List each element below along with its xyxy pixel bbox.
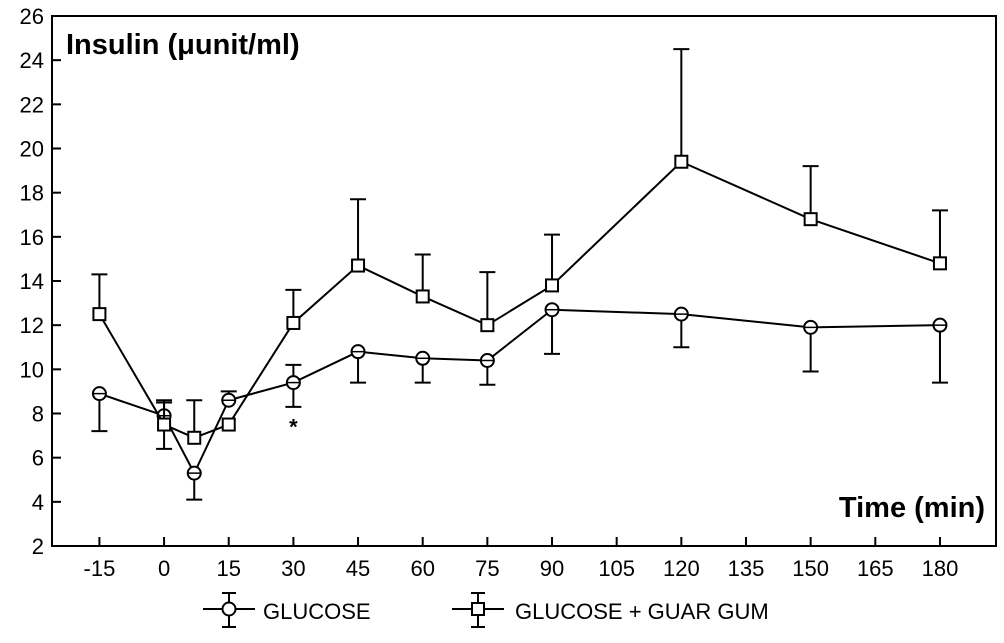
data-point bbox=[415, 289, 430, 304]
data-point bbox=[221, 417, 236, 432]
legend-marker bbox=[221, 601, 237, 617]
x-tick-label: 15 bbox=[216, 556, 240, 581]
y-tick-label: 18 bbox=[20, 181, 44, 206]
significance-asterisk: * bbox=[289, 414, 298, 439]
x-tick-label: 105 bbox=[598, 556, 635, 581]
y-tick-label: 2 bbox=[32, 534, 44, 559]
x-axis-title: Time (min) bbox=[839, 492, 985, 524]
x-tick-label: 165 bbox=[857, 556, 894, 581]
y-tick-label: 12 bbox=[20, 313, 44, 338]
x-tick-label: 60 bbox=[410, 556, 434, 581]
data-point bbox=[545, 278, 560, 293]
y-tick-label: 24 bbox=[20, 48, 44, 73]
y-tick-label: 16 bbox=[20, 225, 44, 250]
x-tick-label: 135 bbox=[728, 556, 765, 581]
data-point bbox=[674, 154, 689, 169]
x-tick-label: 75 bbox=[475, 556, 499, 581]
x-tick-label: 150 bbox=[792, 556, 829, 581]
x-tick-label: 0 bbox=[158, 556, 170, 581]
data-point bbox=[286, 315, 301, 330]
y-axis-title: Insulin (μunit/ml) bbox=[66, 29, 300, 61]
data-point bbox=[932, 256, 947, 271]
series-group bbox=[91, 48, 948, 501]
data-point bbox=[157, 417, 172, 432]
y-tick-label: 22 bbox=[20, 92, 44, 117]
x-tick-label: 120 bbox=[663, 556, 700, 581]
legend-marker bbox=[471, 602, 485, 616]
legend-item-glucose bbox=[203, 592, 255, 628]
data-point bbox=[92, 307, 107, 322]
series-glucose bbox=[91, 302, 948, 501]
y-tick-label: 14 bbox=[20, 269, 44, 294]
legend: GLUCOSE GLUCOSE + GUAR GUM bbox=[203, 592, 769, 628]
x-tick-label: 30 bbox=[281, 556, 305, 581]
y-tick-label: 26 bbox=[20, 4, 44, 29]
x-axis: -15 0 15 30 45 60 75 90 105 120 135 150 165 180 bbox=[84, 537, 959, 581]
x-tick-label: -15 bbox=[84, 556, 116, 581]
y-tick-label: 20 bbox=[20, 137, 44, 162]
y-tick-label: 10 bbox=[20, 357, 44, 382]
annotations: * bbox=[289, 414, 298, 439]
y-tick-label: 8 bbox=[32, 402, 44, 427]
x-tick-label: 90 bbox=[540, 556, 564, 581]
x-tick-label: 180 bbox=[922, 556, 959, 581]
y-tick-label: 6 bbox=[32, 446, 44, 471]
data-point bbox=[351, 258, 366, 273]
y-tick-label: 4 bbox=[32, 490, 44, 515]
series-glucose-guar-gum bbox=[91, 48, 948, 445]
legend-label-glucose: GLUCOSE bbox=[263, 599, 371, 624]
series-line bbox=[99, 308, 940, 476]
legend-label-glucose-guar-gum: GLUCOSE + GUAR GUM bbox=[515, 599, 769, 624]
data-point bbox=[803, 212, 818, 227]
data-point bbox=[187, 430, 202, 445]
x-tick-label: 45 bbox=[346, 556, 370, 581]
data-point bbox=[480, 318, 495, 333]
legend-item-glucose-guar-gum bbox=[452, 592, 504, 628]
